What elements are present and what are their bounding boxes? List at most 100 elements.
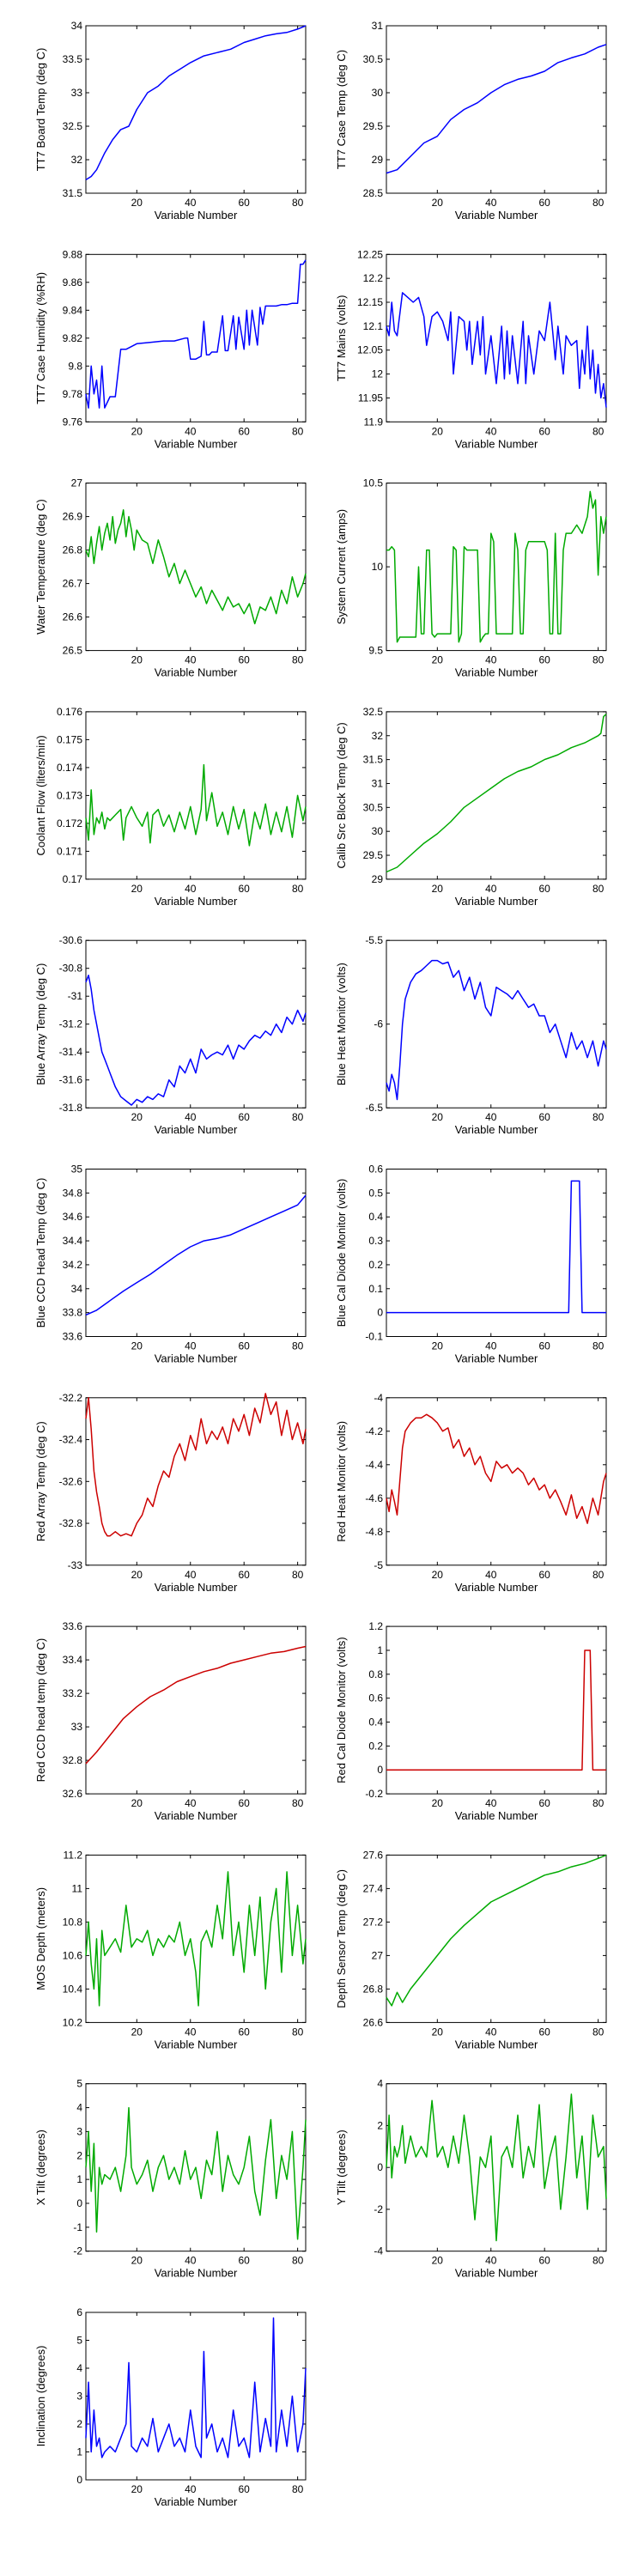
y-tick-label: 9.76 xyxy=(63,416,83,428)
x-tick-label: 40 xyxy=(185,883,197,895)
x-axis-label: Variable Number xyxy=(455,1581,538,1594)
x-tick-label: 20 xyxy=(131,2026,143,2038)
x-tick-label: 80 xyxy=(592,1797,605,1809)
x-tick-label: 40 xyxy=(485,1569,497,1581)
y-axis-label: Calib Src Block Temp (deg C) xyxy=(335,722,348,868)
x-tick-label: 80 xyxy=(592,654,605,666)
x-tick-label: 60 xyxy=(239,197,251,209)
plot-frame xyxy=(85,711,307,880)
series-line xyxy=(386,1413,607,1524)
y-axis-label: X Tilt (degrees) xyxy=(34,2129,47,2205)
x-tick-label: 80 xyxy=(292,1111,304,1123)
x-tick-label: 80 xyxy=(592,197,605,209)
chart-panel-5: 20 40 60 80 26.5 26.6 26.7 26.8 26.9 27 Variable N… xyxy=(34,477,307,679)
y-tick-label: 0.3 xyxy=(368,1235,383,1247)
y-tick-label: 32.5 xyxy=(363,706,384,718)
x-tick-label: 40 xyxy=(185,2255,197,2267)
y-tick-label: 11 xyxy=(72,1882,83,1894)
y-tick-label: 12.05 xyxy=(357,344,383,356)
y-tick-label: -32.6 xyxy=(59,1475,83,1487)
series-line xyxy=(85,975,307,1106)
chart-panel-9: 20 40 60 80 -31.8 -31.6 -31.4 -31.2 -31 -30.8 -30.… xyxy=(34,934,307,1136)
x-tick-label: 20 xyxy=(131,1797,143,1809)
y-tick-label: 0.173 xyxy=(57,789,82,801)
y-tick-label: 34 xyxy=(71,1283,83,1295)
x-tick-label: 60 xyxy=(539,1797,551,1809)
x-axis-label: Variable Number xyxy=(455,1352,538,1365)
x-tick-label: 80 xyxy=(292,1569,304,1581)
y-tick-label: 6 xyxy=(76,2306,82,2318)
y-tick-label: 10.8 xyxy=(63,1916,83,1928)
y-tick-label: 31.5 xyxy=(63,187,83,199)
y-tick-label: 0.6 xyxy=(368,1692,383,1704)
y-tick-label: 33.2 xyxy=(63,1687,83,1699)
y-tick-label: 12.15 xyxy=(357,296,383,308)
x-tick-label: 80 xyxy=(292,2483,304,2495)
x-tick-label: 40 xyxy=(485,2255,497,2267)
plot-frame xyxy=(386,2083,607,2252)
y-tick-label: -33 xyxy=(68,1559,83,1571)
series-line xyxy=(85,259,307,409)
x-axis-label: Variable Number xyxy=(155,437,238,450)
x-tick-label: 80 xyxy=(292,1797,304,1809)
x-tick-label: 80 xyxy=(592,425,605,437)
y-tick-label: 34 xyxy=(71,20,83,32)
y-tick-label: 27 xyxy=(71,477,83,489)
y-tick-label: 0 xyxy=(76,2474,82,2486)
series-line xyxy=(85,763,307,847)
y-axis-label: Water Temperature (deg C) xyxy=(34,499,47,635)
x-tick-label: 80 xyxy=(292,2026,304,2038)
x-tick-label: 20 xyxy=(131,883,143,895)
y-tick-label: 9.86 xyxy=(63,276,83,289)
y-tick-label: 33 xyxy=(71,87,83,99)
y-tick-label: -31 xyxy=(68,990,83,1002)
x-tick-label: 60 xyxy=(539,1340,551,1352)
plot-frame xyxy=(386,25,607,194)
chart-panel-11: 20 40 60 80 33.6 33.8 34 34.2 34.4 34.6 34.8 35 Vari… xyxy=(34,1163,307,1365)
plot-frame xyxy=(85,1397,307,1566)
plot-frame xyxy=(386,1625,607,1795)
x-tick-label: 20 xyxy=(131,197,143,209)
y-axis-label: TT7 Case Humidity (%RH) xyxy=(34,272,47,404)
y-tick-label: 11.95 xyxy=(358,392,383,404)
y-tick-label: 4 xyxy=(76,2362,82,2374)
y-tick-label: 9.82 xyxy=(63,332,83,344)
x-tick-label: 60 xyxy=(239,1340,251,1352)
x-tick-label: 60 xyxy=(539,1569,551,1581)
plot-frame xyxy=(85,25,307,194)
y-tick-label: 26.5 xyxy=(63,645,83,657)
y-tick-label: 2 xyxy=(76,2149,82,2161)
chart-panel-13: 20 40 60 80 -33 -32.8 -32.6 -32.4 -32.2 Variable … xyxy=(34,1392,307,1594)
x-tick-label: 60 xyxy=(239,1797,251,1809)
x-tick-label: 80 xyxy=(592,2026,605,2038)
y-tick-label: 34.8 xyxy=(63,1187,83,1199)
y-tick-label: 32.8 xyxy=(63,1754,83,1766)
x-tick-label: 20 xyxy=(432,1797,444,1809)
y-axis-label: Red Array Temp (deg C) xyxy=(34,1421,47,1541)
y-tick-label: 2 xyxy=(76,2418,82,2430)
y-tick-label: 32.5 xyxy=(63,120,83,132)
y-axis-label: Blue Cal Diode Monitor (volts) xyxy=(335,1179,348,1327)
y-tick-label: 5 xyxy=(76,2078,82,2090)
plot-frame xyxy=(85,1625,307,1795)
x-tick-label: 80 xyxy=(592,883,605,895)
y-tick-label: -2 xyxy=(374,2203,383,2215)
y-tick-label: 9.84 xyxy=(63,304,83,316)
x-axis-label: Variable Number xyxy=(455,2038,538,2050)
x-tick-label: 60 xyxy=(239,2255,251,2267)
y-tick-label: 32 xyxy=(372,730,384,742)
series-line xyxy=(85,1393,307,1537)
series-line xyxy=(85,1645,307,1765)
series-line xyxy=(85,1871,307,2007)
y-tick-label: 0.175 xyxy=(57,733,82,745)
plot-frame xyxy=(386,1397,607,1566)
y-axis-label: Depth Sensor Temp (deg C) xyxy=(335,1869,348,2008)
y-tick-label: 29.5 xyxy=(363,120,384,132)
y-tick-label: 29 xyxy=(372,154,384,166)
x-tick-label: 60 xyxy=(239,883,251,895)
x-tick-label: 60 xyxy=(239,2026,251,2038)
y-tick-label: 4 xyxy=(76,2102,82,2114)
y-tick-label: 9.5 xyxy=(368,645,383,657)
y-tick-label: -32.8 xyxy=(59,1517,83,1529)
plot-frame xyxy=(386,711,607,880)
